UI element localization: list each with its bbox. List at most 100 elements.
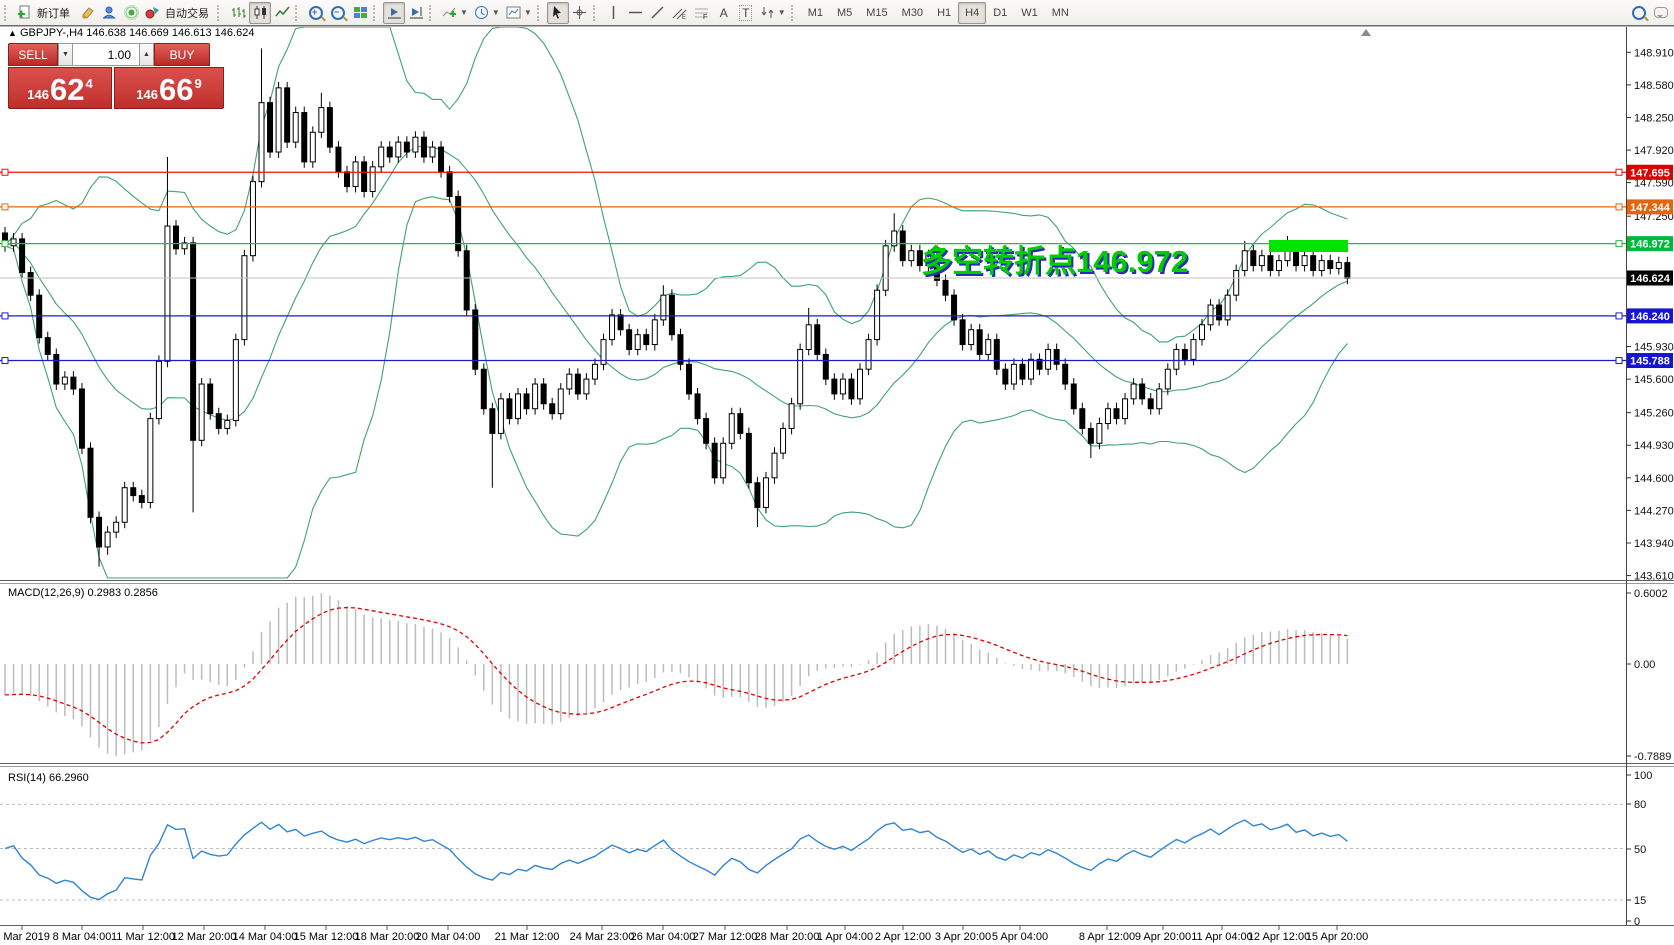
- candlestick-chart-button[interactable]: [249, 1, 271, 24]
- arrows-icon: [761, 7, 774, 18]
- bear-candle-body: [626, 329, 633, 350]
- line-anchor-marker[interactable]: [1615, 312, 1623, 320]
- timeframe-m1-button[interactable]: M1: [807, 6, 823, 19]
- toolbar-grip[interactable]: [592, 4, 599, 21]
- bear-candle-body: [70, 376, 77, 390]
- buy-price-big: 66: [158, 72, 194, 107]
- periods-button[interactable]: ▼: [471, 2, 503, 24]
- eraser-button[interactable]: [76, 2, 98, 24]
- line-anchor-marker[interactable]: [1, 168, 9, 176]
- toolbar-grip[interactable]: [790, 4, 797, 21]
- fibo-letter: F: [703, 14, 707, 20]
- sell-price-display[interactable]: 146 62 4: [8, 67, 112, 109]
- arrows-tool-button[interactable]: ▼: [757, 2, 789, 24]
- channel-tool-button[interactable]: E: [669, 2, 691, 24]
- price-badge: [1627, 199, 1673, 215]
- bear-candle-body: [1139, 383, 1146, 400]
- pivot-annotation-text[interactable]: 多空转折点146.972: [921, 244, 1188, 279]
- line-anchor-marker[interactable]: [1, 357, 9, 365]
- bollinger-middle-band: [4, 145, 1348, 421]
- price-badge-label: 146.624: [1630, 273, 1671, 285]
- buy-button[interactable]: BUY: [154, 43, 210, 66]
- profile-button[interactable]: [98, 2, 120, 24]
- bear-candle-body: [814, 324, 821, 355]
- line-anchor-marker[interactable]: [1615, 240, 1623, 248]
- toolbar-grip[interactable]: [536, 4, 543, 21]
- label-tool-button[interactable]: T: [735, 2, 757, 24]
- vertical-line-tool-button[interactable]: [603, 2, 625, 24]
- time-tick-label: 20 Mar 04:00: [416, 931, 481, 943]
- line-chart-button[interactable]: [271, 2, 293, 24]
- timeframe-w1-button[interactable]: W1: [1021, 6, 1038, 19]
- fibonacci-icon: F: [695, 8, 709, 20]
- line-anchor-marker[interactable]: [1615, 357, 1623, 365]
- timeframe-h1-button[interactable]: H1: [937, 6, 952, 19]
- timeframe-d1-button[interactable]: D1: [993, 6, 1008, 19]
- volume-increase-button[interactable]: ▲: [139, 43, 154, 66]
- text-tool-button[interactable]: A: [713, 2, 735, 24]
- templates-button[interactable]: ▼: [503, 2, 535, 24]
- timeframe-m30-button[interactable]: M30: [901, 6, 924, 19]
- new-order-button[interactable]: 新订单: [14, 2, 76, 24]
- timeframe-m15-button[interactable]: M15: [866, 6, 888, 19]
- bear-candle-body: [96, 516, 103, 548]
- fibonacci-tool-button[interactable]: F: [691, 2, 713, 24]
- timeframe-m5-button[interactable]: M5: [836, 6, 853, 19]
- bear-candle-body: [130, 487, 137, 497]
- volume-decrease-button[interactable]: ▼: [58, 43, 73, 66]
- toolbar-grip[interactable]: [4, 4, 10, 21]
- line-anchor-marker[interactable]: [1, 312, 9, 320]
- chat-button[interactable]: [1650, 2, 1672, 24]
- trendline-tool-button[interactable]: [647, 2, 669, 24]
- line-anchor-marker[interactable]: [1615, 168, 1623, 176]
- toolbar-grip[interactable]: [373, 4, 379, 21]
- timeframe-h4-button[interactable]: H4: [958, 1, 987, 24]
- time-tick-label: 21 Mar 12:00: [495, 931, 560, 943]
- bull-candle-body: [1199, 324, 1205, 341]
- horizontal-line-tool-button[interactable]: [625, 2, 647, 24]
- bear-candle-body: [1053, 348, 1060, 365]
- toolbar-grip[interactable]: [217, 4, 223, 21]
- macd-signal-line: [4, 606, 1348, 744]
- zoom-in-button[interactable]: +: [305, 2, 327, 24]
- line-anchor-marker[interactable]: [1, 240, 9, 248]
- sell-button[interactable]: SELL: [8, 43, 58, 66]
- bar-chart-button[interactable]: [227, 2, 249, 24]
- highlight-rectangle[interactable]: [1269, 240, 1348, 252]
- bear-candle-body: [831, 378, 838, 395]
- line-anchor-marker[interactable]: [1, 203, 9, 211]
- bull-candle-body: [378, 146, 385, 168]
- buy-price-display[interactable]: 146 66 9: [114, 67, 224, 109]
- main-toolbar: 新订单 自动交易 + −: [0, 0, 1674, 26]
- chart-shift-button[interactable]: [405, 2, 427, 24]
- time-tick-label: 6 Mar 2019: [0, 931, 50, 943]
- bear-candle-body: [44, 337, 51, 355]
- price-level-lines: [0, 168, 1626, 365]
- search-button[interactable]: [1628, 2, 1650, 24]
- indicators-button[interactable]: ▼: [439, 2, 471, 24]
- toolbar-grip[interactable]: [429, 4, 435, 21]
- bear-candle-body: [53, 353, 60, 385]
- timeframe-mn-button[interactable]: MN: [1051, 6, 1069, 19]
- zoom-out-button[interactable]: −: [327, 2, 349, 24]
- bull-candle-body: [609, 314, 616, 341]
- zoom-out-icon: −: [331, 5, 345, 20]
- line-anchor-marker[interactable]: [1615, 203, 1623, 211]
- cursor-tool-button[interactable]: [546, 1, 569, 24]
- bull-candle-body: [515, 393, 521, 420]
- toolbar-grip[interactable]: [295, 4, 301, 21]
- time-tick-label: 9 Apr 20:00: [1135, 931, 1191, 943]
- price-axis[interactable]: 148.910148.580148.250147.920147.590147.2…: [1626, 47, 1674, 928]
- bear-candle-body: [1310, 255, 1317, 271]
- auto-scroll-button[interactable]: [383, 1, 405, 24]
- dropdown-caret-icon: ▼: [460, 8, 468, 17]
- tile-windows-button[interactable]: [349, 2, 371, 24]
- crosshair-tool-button[interactable]: [569, 2, 591, 24]
- bull-candle-body: [497, 398, 504, 434]
- signal-button[interactable]: [120, 2, 142, 24]
- auto-trading-button[interactable]: 自动交易: [142, 2, 215, 24]
- chart-shift-marker-icon[interactable]: [1361, 29, 1371, 36]
- volume-input[interactable]: [73, 43, 139, 66]
